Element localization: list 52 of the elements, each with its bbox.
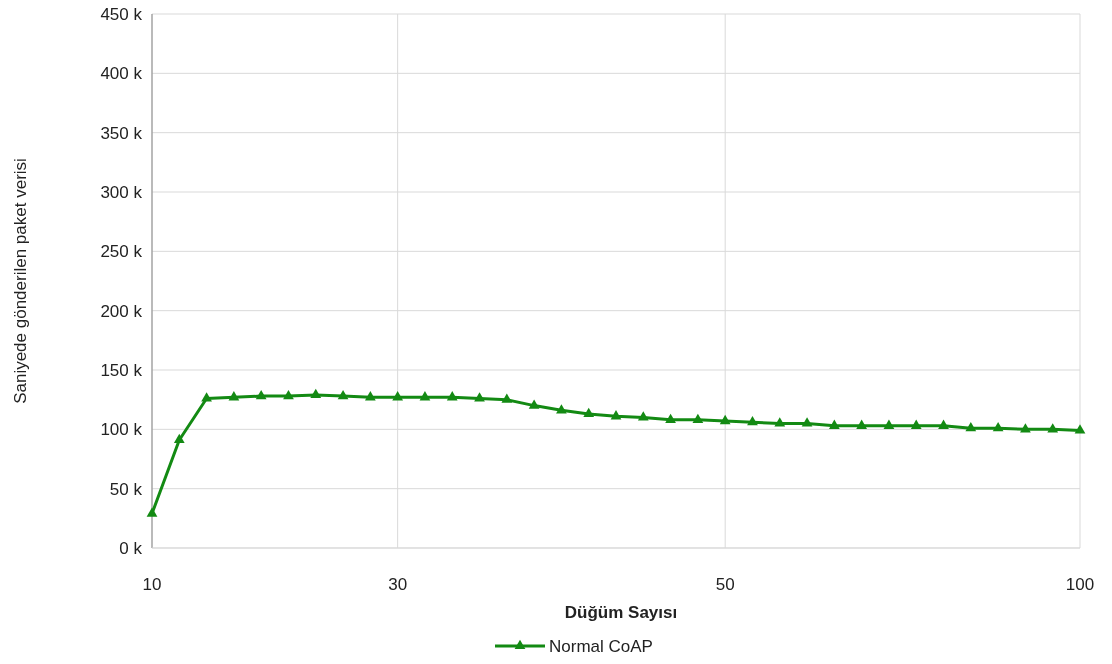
point — [910, 419, 922, 429]
point — [774, 417, 786, 427]
point — [173, 433, 185, 444]
point — [883, 419, 895, 429]
x-tick-label: 50 — [715, 575, 735, 594]
point — [747, 416, 758, 426]
point — [856, 419, 868, 429]
y-tick-label: 50 k — [109, 479, 143, 499]
point — [583, 407, 595, 418]
point — [255, 389, 267, 400]
y-axis-title: Saniyede gönderilen paket verisi — [11, 158, 30, 404]
point — [556, 404, 567, 414]
point — [201, 392, 212, 402]
point — [692, 413, 704, 423]
point — [828, 419, 840, 429]
x-tick-label: 10 — [142, 575, 162, 594]
legend-label: Normal CoAP — [549, 636, 653, 656]
y-tick-label: 150 k — [100, 360, 143, 380]
point — [637, 411, 649, 421]
point — [1074, 424, 1086, 434]
point — [528, 399, 540, 409]
point — [965, 421, 977, 432]
point — [801, 417, 813, 427]
y-tick-label: 100 k — [100, 420, 143, 440]
y-tick-label: 0 k — [119, 538, 143, 558]
point — [719, 414, 731, 425]
y-tick-label: 300 k — [100, 182, 143, 202]
point — [992, 421, 1004, 432]
point — [364, 391, 376, 401]
point — [1047, 423, 1059, 433]
point — [337, 389, 349, 400]
point — [938, 419, 949, 429]
point — [501, 393, 513, 403]
x-tick-label: 30 — [388, 575, 408, 594]
point — [146, 507, 158, 517]
y-tick-label: 350 k — [100, 123, 143, 143]
point — [392, 391, 404, 401]
point — [474, 392, 485, 402]
y-tick-label: 450 k — [100, 4, 143, 24]
x-axis-title: Düğüm Sayısı — [564, 603, 678, 622]
y-tick-label: 200 k — [100, 301, 143, 321]
point — [610, 410, 622, 420]
point — [228, 391, 240, 401]
x-tick-label: 100 — [1065, 575, 1095, 594]
point — [310, 388, 322, 399]
point — [446, 391, 458, 401]
y-tick-label: 250 k — [100, 242, 143, 262]
y-tick-label: 400 k — [100, 64, 143, 84]
point — [1020, 423, 1031, 433]
point — [665, 413, 676, 423]
point — [419, 391, 431, 401]
point — [283, 389, 294, 400]
